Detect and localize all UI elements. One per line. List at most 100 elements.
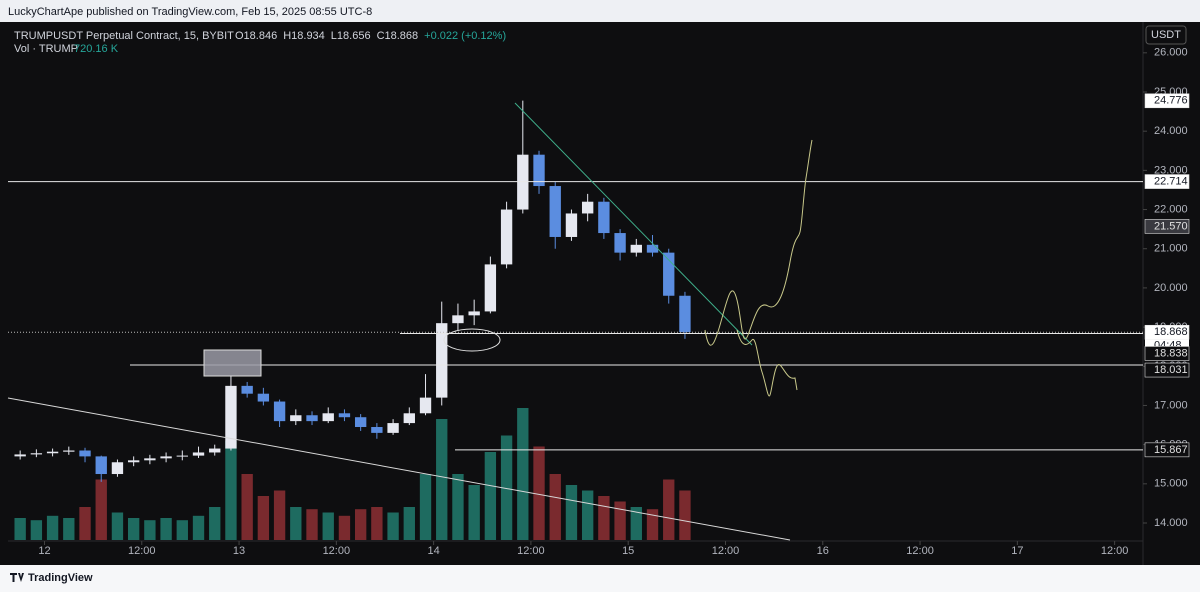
y-tick-label: 26.000 <box>1154 47 1188 59</box>
volume-bar <box>79 507 91 540</box>
x-tick-label: 17 <box>1011 545 1023 557</box>
volume-bar <box>46 515 59 540</box>
candle-body <box>63 450 75 452</box>
volume-bar <box>322 512 334 540</box>
volume-bar <box>517 408 529 540</box>
volume-bar <box>581 490 594 540</box>
y-tick-label: 23.000 <box>1154 164 1188 176</box>
x-tick-label: 12:00 <box>517 545 545 557</box>
price-label: 22.714 <box>1154 175 1188 187</box>
candle-body <box>290 415 302 422</box>
chart-background <box>0 22 1200 565</box>
volume-bar <box>144 520 156 540</box>
x-tick-label: 16 <box>817 545 829 557</box>
brand-name: TradingView <box>28 572 93 584</box>
volume-bar <box>565 485 578 540</box>
price-label: 15.867 <box>1154 444 1188 456</box>
candle-body <box>663 252 675 296</box>
volume-bar <box>14 518 26 540</box>
volume-bar <box>95 479 107 540</box>
candle-body <box>273 401 286 422</box>
volume-bar <box>273 490 286 540</box>
volume-bar <box>111 512 124 540</box>
highlight-ellipse <box>443 328 501 352</box>
currency-button[interactable] <box>1145 25 1187 45</box>
candle-body <box>144 458 156 461</box>
candle-body <box>127 460 140 463</box>
footer-bar <box>0 565 1200 592</box>
candle-body <box>452 315 464 324</box>
candle-body <box>209 448 221 453</box>
candle-body <box>354 417 367 428</box>
candle-body <box>257 393 270 402</box>
candle-body <box>517 154 529 210</box>
volume-bar <box>484 452 497 540</box>
drawings <box>7 102 813 541</box>
candle-body <box>581 201 594 214</box>
volume-value: 720.16 K <box>74 43 119 55</box>
candle-body <box>322 413 334 422</box>
candle-body <box>176 455 188 457</box>
price-label-box <box>1144 93 1190 109</box>
candle-body <box>436 323 448 398</box>
price-label-box <box>1144 346 1190 361</box>
x-tick-label: 15 <box>622 545 634 557</box>
ohlc-value: L18.656 <box>331 30 371 42</box>
x-tick-label: 12:00 <box>128 545 156 557</box>
y-tick-label: 17.000 <box>1154 399 1188 411</box>
price-label-box <box>1144 219 1190 234</box>
volume-bar <box>419 474 432 540</box>
candle-body <box>338 413 351 418</box>
volume-bar <box>436 419 448 540</box>
y-tick-label: 15.000 <box>1154 478 1188 490</box>
candle-body <box>500 209 513 265</box>
candle-body <box>403 413 415 424</box>
volume-bar <box>614 501 626 540</box>
price-label-box <box>1144 442 1190 458</box>
volume-bar <box>646 509 659 540</box>
candle-body <box>387 423 399 433</box>
projection-path <box>736 329 798 397</box>
volume-name: Vol · TRUMP <box>14 43 78 55</box>
symbol: TRUMPUSDT Perpetual Contract, 15, BYBIT <box>14 30 234 42</box>
candle-body <box>46 451 59 454</box>
y-tick-label: 14.000 <box>1154 517 1188 529</box>
brand-logo <box>10 573 24 582</box>
y-tick-label: 21.000 <box>1154 243 1188 255</box>
volume-bar <box>338 515 351 540</box>
price-label: 21.570 <box>1154 220 1188 232</box>
volume-bar <box>452 474 464 540</box>
volume-bar <box>257 496 270 540</box>
volume-bar <box>127 518 140 540</box>
plot <box>8 100 1143 540</box>
price-label-box <box>1144 362 1190 378</box>
volume-bar <box>241 474 253 540</box>
volume-bar <box>225 441 237 540</box>
candle-body <box>30 453 43 455</box>
candle-body <box>306 415 318 422</box>
header-bar <box>0 0 1200 22</box>
candle-body <box>614 233 626 253</box>
candle-body <box>241 385 253 394</box>
volume-bar <box>500 435 513 540</box>
candle-body <box>111 462 124 475</box>
volume-bar <box>209 507 221 540</box>
x-tick-label: 12 <box>38 545 50 557</box>
volume-bar <box>290 507 302 540</box>
highlight-box <box>203 349 262 377</box>
price-label: 24.776 <box>1154 95 1188 107</box>
candle-body <box>14 454 26 457</box>
currency-label: USDT <box>1151 29 1181 41</box>
ohlc-value: H18.934 <box>283 30 325 42</box>
volume-bar <box>176 520 188 540</box>
volume-bar <box>679 490 691 540</box>
candle-body <box>419 397 432 414</box>
volume-bar <box>533 446 545 540</box>
ohlc-value: +0.022 (+0.12%) <box>424 30 506 42</box>
volume-bar <box>387 512 399 540</box>
x-tick-label: 12:00 <box>712 545 740 557</box>
candle-body <box>160 456 172 459</box>
volume-bar <box>403 507 415 540</box>
